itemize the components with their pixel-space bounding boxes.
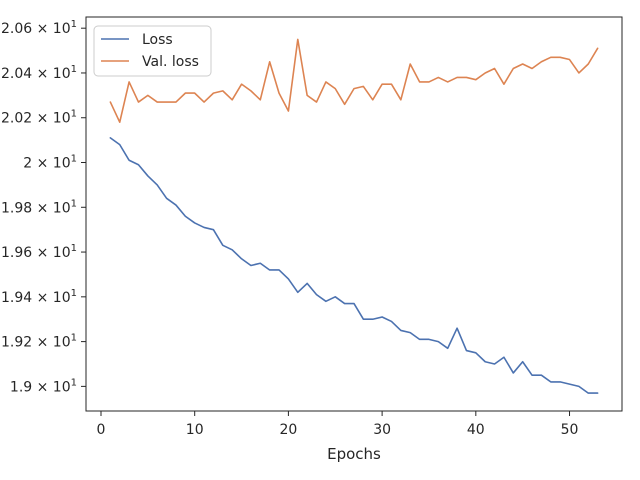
legend-label-val-loss: Val. loss — [142, 54, 199, 70]
x-axis-label: Epochs — [327, 445, 381, 463]
axes-frame — [85, 16, 623, 412]
y-tick-label: 1.9 × 101 — [10, 377, 77, 395]
y-tick-label: 1.96 × 101 — [1, 243, 77, 261]
y-tick-label: 1.94 × 101 — [1, 288, 77, 306]
x-tick-label: 30 — [373, 422, 391, 438]
x-tick-label: 50 — [561, 422, 579, 438]
series-line-val-loss — [109, 38, 599, 124]
y-tick-label: 1.98 × 101 — [1, 198, 77, 216]
y-tick-label: 2.02 × 101 — [1, 109, 77, 127]
series-line-loss — [109, 137, 599, 394]
x-tick-label: 40 — [467, 422, 485, 438]
x-tick-label: 0 — [97, 422, 106, 438]
x-tick-label: 10 — [186, 422, 204, 438]
x-axis: 0 10 20 30 40 50 — [97, 411, 579, 438]
y-tick-label: 2.06 × 101 — [1, 19, 77, 37]
y-tick-label: 2 × 101 — [23, 154, 77, 172]
y-tick-label: 2.04 × 101 — [1, 64, 77, 82]
x-tick-label: 20 — [279, 422, 297, 438]
plot-area — [109, 38, 599, 394]
legend-label-loss: Loss — [142, 32, 173, 48]
legend: Loss Val. loss — [93, 25, 212, 77]
y-tick-label: 1.92 × 101 — [1, 333, 77, 351]
y-axis: 1.9 × 101 1.92 × 101 1.94 × 101 1.96 × 101 1… — [1, 19, 86, 395]
